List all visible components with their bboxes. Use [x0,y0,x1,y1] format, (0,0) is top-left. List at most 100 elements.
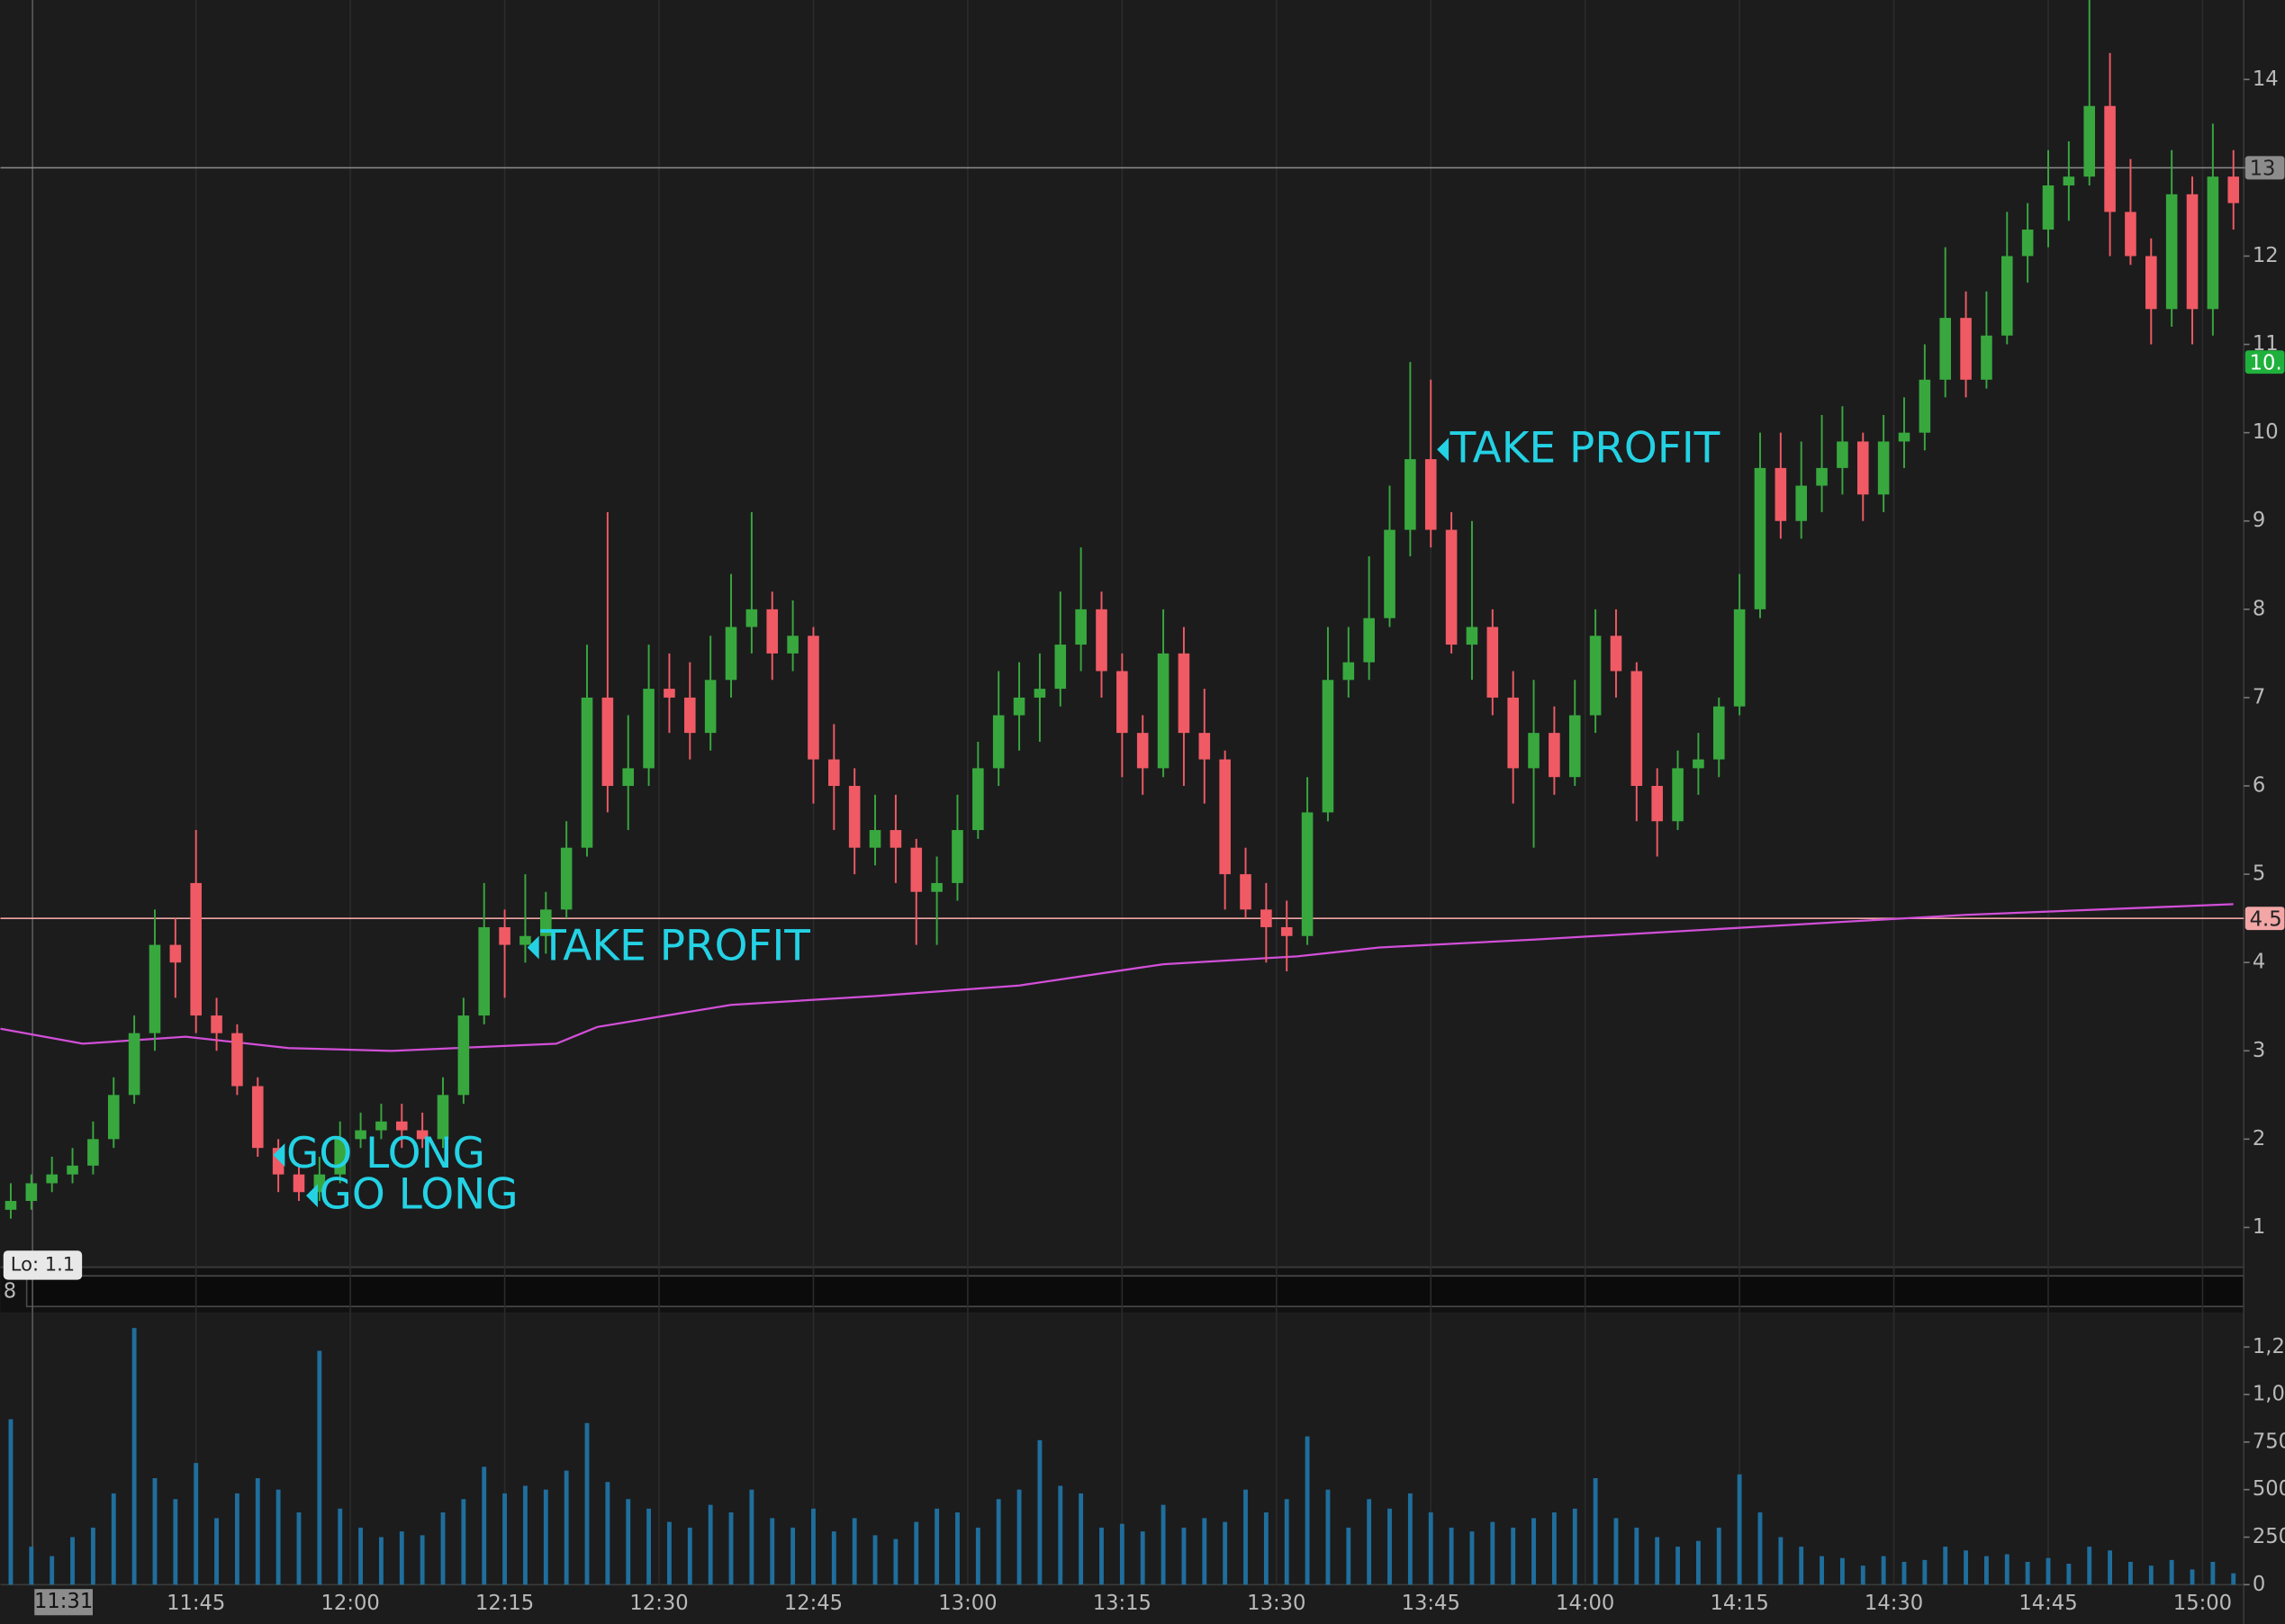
candle-body [1528,733,1540,769]
candle-body [5,1201,17,1210]
candle-body [396,1121,408,1131]
candle-body [1034,689,1046,698]
volume-bar [1449,1527,1454,1585]
volume-bar [1737,1474,1742,1585]
volume-bar [461,1499,466,1585]
candle-body [2001,256,2013,336]
candle-body [46,1174,58,1184]
volume-bar [50,1556,55,1585]
candle-body [519,935,531,945]
volume-bar [440,1512,446,1585]
volume-bar [770,1518,775,1585]
volume-bar [1161,1504,1166,1585]
volume-bar [1675,1547,1680,1585]
volume-bar [1119,1523,1124,1585]
candle-body [1116,671,1128,734]
candle-body [1712,706,1725,760]
volume-bar [1223,1521,1228,1585]
candle-body [1322,680,1334,813]
volume-bar [338,1508,343,1585]
candle-body [540,909,552,936]
candle-body [1733,609,1746,707]
volume-bar [914,1521,919,1585]
candle-body [1136,733,1149,769]
candle-body [1837,441,1848,468]
candle-body [1363,618,1375,663]
candle-body [1775,467,1787,521]
vwap-line [0,903,2234,1052]
volume-bar [2231,1573,2236,1585]
volume-bar [1202,1518,1207,1585]
x-tick-label: 14:00 [1556,1592,1614,1615]
volume-bar [275,1489,281,1585]
volume-bar [502,1493,508,1585]
volume-bar [1839,1557,1845,1585]
volume-bar [564,1470,569,1585]
x-tick-label: 14:45 [2019,1592,2077,1615]
annotation-label: TAKE PROFIT [539,922,810,971]
volume-bar [1079,1493,1084,1585]
volume-bar [872,1535,878,1585]
candle-body [231,1033,243,1087]
volume-bar [790,1527,796,1585]
volume-bar [996,1499,1001,1585]
candle-body [972,768,984,831]
candle-body [1075,609,1087,645]
candle-body [1342,662,1355,681]
candle-body [1096,609,1107,672]
candle-body [869,830,881,848]
candle-body [1486,627,1499,698]
candle-body [416,1130,429,1140]
volume-bar [1757,1512,1763,1585]
volume-bar [1511,1527,1516,1585]
volume-bar [379,1537,384,1585]
candle-body [478,926,491,1016]
candle-body [745,609,758,627]
candle-body [1919,379,1931,433]
volume-bar [2210,1561,2216,1585]
candle-body [643,689,655,769]
candle-body [787,636,799,654]
annotation-marker [1437,438,1450,462]
candle-body [684,697,696,734]
price-line-label-box [2244,156,2285,180]
volume-bar [1140,1531,1145,1585]
x-tick-label: 12:45 [784,1592,843,1615]
volume-bar [2066,1564,2072,1585]
candle-body [2083,105,2096,177]
annotation-marker [527,935,539,960]
low-label-box [3,1250,83,1280]
last-price-box [2244,350,2285,374]
volume-bar [1860,1565,1865,1585]
candle-body [190,882,202,1016]
volume-bar [255,1478,260,1585]
candle-body [1651,786,1663,822]
candle-body [1981,335,1992,380]
candle-body [2021,230,2034,257]
candle-body [2186,194,2199,310]
volume-bar [543,1489,548,1585]
x-tick-label: 12:15 [475,1592,534,1615]
volume-bar [687,1527,692,1585]
volume-bar [2190,1569,2195,1585]
y-tick-label: 10 [2253,420,2279,444]
candle-body [1795,485,1807,521]
volume-bar [1799,1547,1804,1585]
candle-body [1693,759,1704,769]
volume-bar [811,1508,816,1585]
volume-bar [90,1527,95,1585]
candle-body [25,1183,38,1202]
candle-body [1301,812,1314,936]
candle-body [1877,441,1890,495]
candle-body [560,847,573,910]
volume-bar [1572,1508,1577,1585]
y-tick-label: 2 [2253,1127,2265,1150]
candle-body [211,1015,222,1033]
candle-body [2104,105,2116,212]
volume-bar [2169,1559,2174,1585]
candle-body [499,926,510,945]
volume-bar [626,1499,631,1585]
volume-bar [1983,1556,1989,1585]
